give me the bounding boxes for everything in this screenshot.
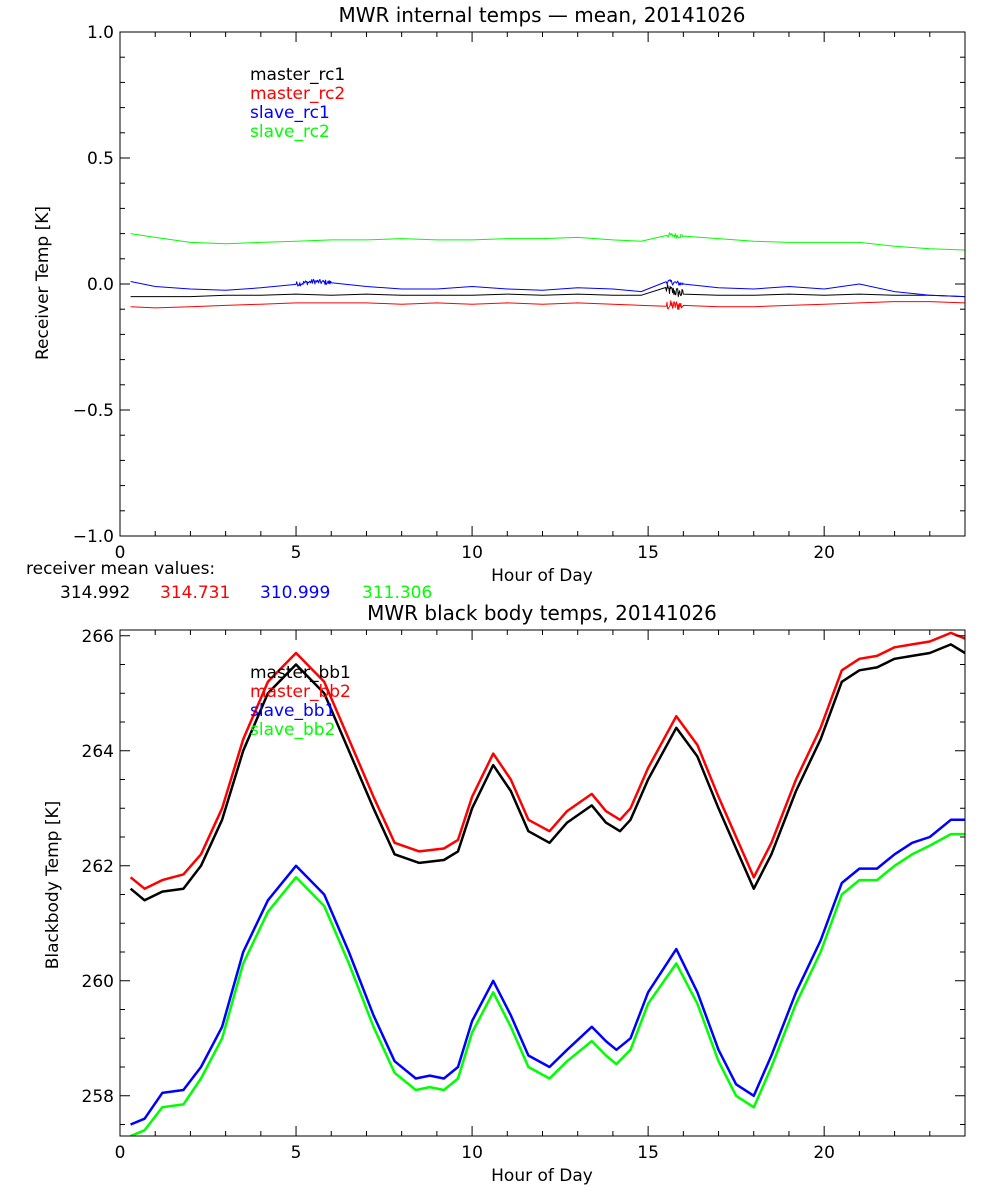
receiver-mean-label: receiver mean values: [26, 559, 215, 579]
series-line-slave_rc1 [130, 278, 965, 298]
receiver-mean-values: receiver mean values: 314.992 314.731 310.… [26, 559, 432, 603]
legend-entry-slave_bb2: slave_bb2 [250, 720, 335, 740]
plot-frame [119, 629, 966, 1137]
legend-entry-master_bb1: master_bb1 [250, 663, 351, 683]
y-tick-label: 266 [82, 627, 114, 647]
y-tick-label: 264 [82, 742, 114, 762]
legend-entry-master_rc1: master_rc1 [250, 65, 345, 85]
legend-entry-slave_rc1: slave_rc1 [250, 103, 330, 123]
series-line-slave_bb2 [130, 832, 965, 1136]
chart-title: MWR internal temps — mean, 20141026 [338, 3, 745, 27]
x-tick-label: 0 [115, 1143, 126, 1163]
receiver-mean-value: 310.999 [260, 583, 330, 603]
x-axis-label: Hour of Day [491, 1166, 593, 1186]
x-tick-label: 20 [813, 1143, 835, 1163]
series-line-master_bb1 [129, 643, 965, 902]
x-tick-label: 15 [637, 543, 659, 563]
receiver-mean-value: 311.306 [362, 583, 432, 603]
receiver-temp-panel: MWR internal temps — mean, 20141026 Rece… [33, 3, 966, 586]
legend-entry-slave_rc2: slave_rc2 [250, 122, 330, 142]
x-tick-label: 15 [637, 1143, 659, 1163]
x-tick-label: 10 [461, 543, 483, 563]
y-tick-label: 258 [82, 1087, 114, 1107]
x-tick-label: 5 [291, 543, 302, 563]
series-line-master_rc2 [130, 300, 965, 310]
x-axis-label: Hour of Day [491, 566, 593, 586]
x-tick-label: 10 [461, 1143, 483, 1163]
y-axis-label: Receiver Temp [K] [33, 206, 53, 360]
x-tick-label: 5 [291, 1143, 302, 1163]
x-tick-label: 20 [813, 543, 835, 563]
series-line-master_rc1 [130, 284, 965, 298]
y-tick-label: 0.5 [87, 149, 114, 169]
y-axis-label: Blackbody Temp [K] [43, 801, 63, 970]
series-line-slave_bb1 [130, 818, 965, 1126]
legend-entry-master_bb2: master_bb2 [250, 682, 351, 702]
chart-title: MWR black body temps, 20141026 [367, 601, 717, 625]
y-tick-label: 0.0 [87, 275, 114, 295]
legend-entry-master_rc2: master_rc2 [250, 84, 345, 104]
y-tick-label: −1.0 [73, 527, 114, 547]
blackbody-temp-panel: MWR black body temps, 20141026 Blackbody… [43, 601, 966, 1186]
y-tick-label: 1.0 [87, 23, 114, 43]
legend-entry-slave_bb1: slave_bb1 [250, 701, 335, 721]
receiver-mean-value: 314.992 [60, 583, 130, 603]
series-line-slave_rc2 [130, 232, 965, 251]
plot-frame [119, 31, 966, 537]
series-line-master_bb2 [129, 631, 965, 890]
x-tick-label: 0 [115, 543, 126, 563]
y-tick-label: 260 [82, 972, 114, 992]
receiver-mean-value: 314.731 [160, 583, 230, 603]
y-tick-label: −0.5 [73, 401, 114, 421]
y-tick-label: 262 [82, 857, 114, 877]
